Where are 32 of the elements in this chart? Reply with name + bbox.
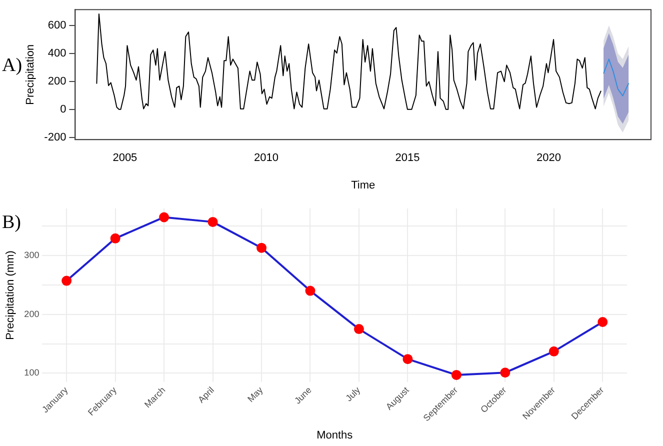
text: A) bbox=[2, 55, 22, 77]
point bbox=[548, 346, 559, 356]
point bbox=[208, 216, 218, 227]
x-tick-label: 2005 bbox=[112, 152, 138, 164]
y-axis-title: Precipitation bbox=[24, 44, 37, 105]
y-tick-label: -200 bbox=[44, 131, 66, 144]
y-tick-label: 400 bbox=[48, 47, 66, 60]
x-tick-label: 2020 bbox=[536, 152, 561, 164]
point bbox=[62, 276, 72, 286]
point bbox=[354, 324, 364, 334]
point bbox=[256, 242, 267, 253]
y-tick-label: 200 bbox=[48, 75, 66, 88]
point bbox=[110, 233, 120, 244]
x-tick-label: 2010 bbox=[254, 152, 278, 164]
point bbox=[305, 286, 316, 296]
y-tick-label: 200 bbox=[24, 308, 40, 319]
y-tick-label: 600 bbox=[48, 19, 66, 32]
point bbox=[500, 368, 510, 378]
x-tick-label: July bbox=[344, 384, 362, 404]
text: B) bbox=[2, 212, 21, 234]
x-tick-label: 2015 bbox=[395, 152, 420, 164]
y-tick-label: 300 bbox=[24, 250, 40, 260]
x-axis-title: Months bbox=[316, 429, 354, 442]
point bbox=[598, 317, 608, 327]
y-tick-label: 100 bbox=[24, 368, 40, 378]
x-tick-label: May bbox=[246, 384, 266, 404]
y-axis-title: Precipitation (mm) bbox=[4, 250, 17, 340]
point bbox=[402, 354, 413, 364]
point bbox=[451, 370, 462, 380]
point bbox=[159, 212, 170, 222]
y-tick-label: 0 bbox=[60, 103, 66, 116]
x-axis-title: Time bbox=[351, 179, 376, 192]
